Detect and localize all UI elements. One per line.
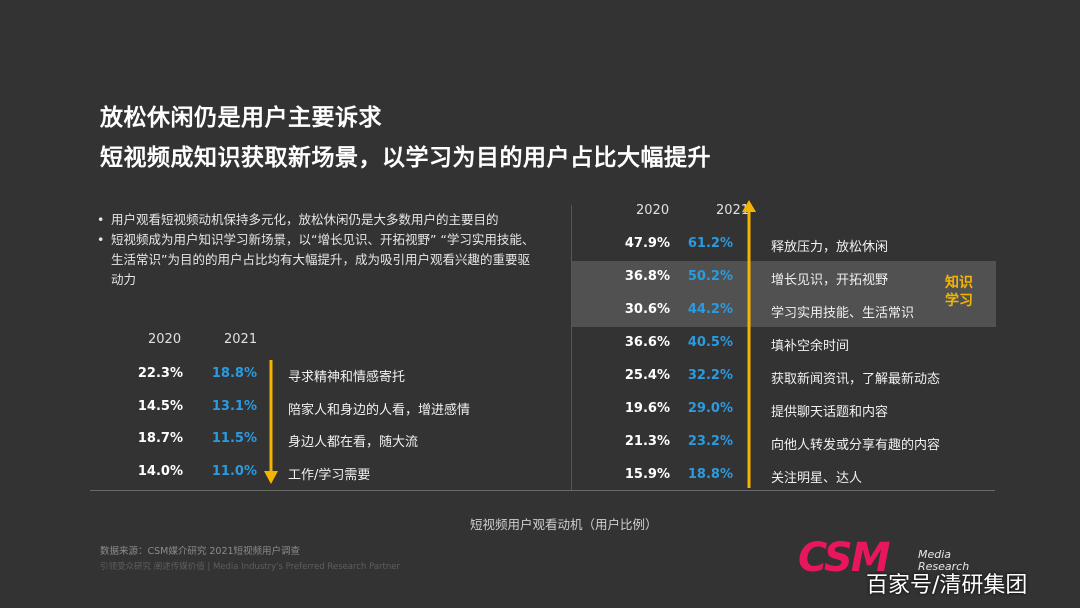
data-source: 数据来源：CSM媒介研究 2021短视频用户调查 xyxy=(100,546,301,557)
motivation-label: 向他人转发或分享有趣的内容 xyxy=(771,438,941,453)
value-2020: 15.9% xyxy=(624,467,670,482)
year-header-2021: 2021 xyxy=(716,203,750,218)
value-2020: 18.7% xyxy=(137,431,183,446)
value-2020: 19.6% xyxy=(624,401,670,416)
chart-caption: 短视频用户观看动机（用户比例） xyxy=(470,517,658,532)
page-title-line2: 短视频成知识获取新场景，以学习为目的用户占比大幅提升 xyxy=(100,145,711,171)
value-2021: 50.2% xyxy=(687,269,733,284)
value-2020: 14.5% xyxy=(137,398,183,414)
logo-sub-research: Research xyxy=(918,560,970,573)
knowledge-learning-label: 知识 学习 xyxy=(945,274,973,310)
bullet-item: 短视频成为用户知识学习新场景，以“增长见识、开拓视野” “学习实用技能、生活常识… xyxy=(97,230,537,290)
value-2021: 23.2% xyxy=(687,434,733,449)
motivation-label: 释放压力，放松休闲 xyxy=(771,240,889,255)
value-2020: 36.6% xyxy=(624,335,670,350)
value-2021: 18.8% xyxy=(687,467,733,482)
csm-logo: CSM xyxy=(798,535,891,581)
motivation-label: 身边人都在看，随大流 xyxy=(288,435,419,450)
value-2021: 61.2% xyxy=(687,236,733,251)
horizontal-divider xyxy=(90,490,995,491)
increase-arrow-icon xyxy=(742,200,756,488)
motivation-label: 增长见识，开拓视野 xyxy=(771,273,889,288)
motivation-label: 填补空余时间 xyxy=(771,339,850,354)
value-2021: 11.5% xyxy=(211,431,257,446)
value-2020: 36.8% xyxy=(624,269,670,284)
vertical-divider xyxy=(571,205,572,490)
year-header-2021: 2021 xyxy=(224,332,258,347)
motivation-label: 陪家人和身边的人看，增进感情 xyxy=(288,402,471,418)
knowledge-label-line2: 学习 xyxy=(945,293,973,309)
value-2021: 11.0% xyxy=(211,463,257,479)
knowledge-highlight-band xyxy=(572,261,996,327)
value-2020: 21.3% xyxy=(624,434,670,449)
motivation-label: 寻求精神和情感寄托 xyxy=(288,370,406,385)
value-2020: 25.4% xyxy=(624,368,670,383)
watermark: 百家号/清研集团 xyxy=(866,573,1028,598)
knowledge-label-line1: 知识 xyxy=(945,275,973,291)
summary-bullets: 用户观看短视频动机保持多元化，放松休闲仍是大多数用户的主要目的 短视频成为用户知… xyxy=(97,210,537,290)
value-2020: 22.3% xyxy=(137,366,183,381)
motivation-label: 提供聊天话题和内容 xyxy=(771,405,889,420)
motivation-label: 关注明星、达人 xyxy=(771,471,863,486)
value-2020: 14.0% xyxy=(137,463,183,479)
decrease-arrow-icon xyxy=(264,360,278,484)
motivation-label: 学习实用技能、生活常识 xyxy=(771,306,915,321)
value-2021: 13.1% xyxy=(211,398,257,414)
csm-logo-subtitle: Media Research xyxy=(918,549,969,573)
bullet-item: 用户观看短视频动机保持多元化，放松休闲仍是大多数用户的主要目的 xyxy=(97,210,537,230)
year-header-2020: 2020 xyxy=(148,332,182,347)
value-2021: 44.2% xyxy=(687,302,733,317)
value-2021: 32.2% xyxy=(687,368,733,383)
motivation-label: 获取新闻资讯，了解最新动态 xyxy=(771,372,941,387)
page-title-line1: 放松休闲仍是用户主要诉求 xyxy=(100,105,382,131)
year-header-2020: 2020 xyxy=(636,203,670,218)
logo-sub-media: Media xyxy=(918,548,952,561)
value-2020: 47.9% xyxy=(624,236,670,251)
value-2021: 40.5% xyxy=(687,335,733,350)
motivation-label: 工作/学习需要 xyxy=(288,467,371,483)
value-2021: 18.8% xyxy=(211,366,257,381)
value-2020: 30.6% xyxy=(624,302,670,317)
value-2021: 29.0% xyxy=(687,401,733,416)
tagline: 引领受众研究 阐述传媒价值 | Media Industry's Preferr… xyxy=(100,562,400,572)
